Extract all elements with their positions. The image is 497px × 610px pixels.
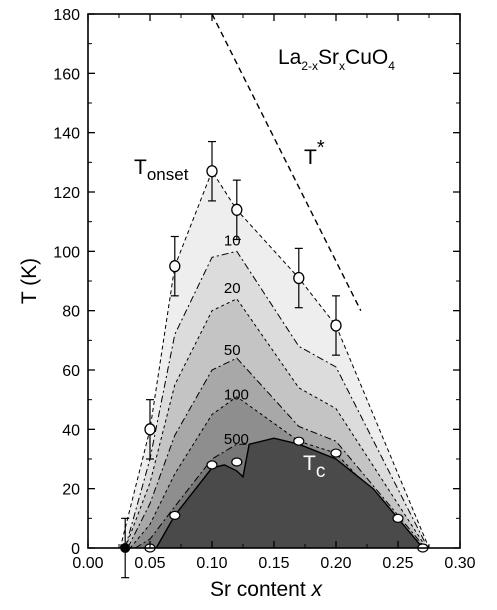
onset-point [169,260,181,273]
t-onset-sub: onset [147,165,189,184]
axes: 0.00 0.05 0.10 0.15 0.20 0.25 0.30 0 20 40 60 80 100… [53,7,475,572]
formula-cuo-sub: 4 [388,59,395,73]
t-c-base: T [303,452,316,475]
y-tick-label: 80 [62,304,80,321]
contour-label-10: 10 [224,232,241,249]
tc-point [392,513,404,523]
x-axis-label-var: x [311,578,324,601]
error-bars [121,140,340,579]
x-tick-label: 0.05 [134,555,165,572]
y-tick-label: 40 [62,422,80,439]
formula-la-sub: 2-x [301,59,318,73]
onset-point [144,423,156,436]
formula-sr-sub: x [339,59,345,73]
tc-point [231,457,243,467]
t-onset-base: T [134,156,147,179]
t-star-line [211,13,362,311]
tc-point [330,448,342,458]
formula-sr: Sr [318,46,339,69]
tc-point [293,436,305,446]
boundary-10 [124,250,429,549]
onset-point [206,165,218,178]
t-star-base: T [304,146,317,169]
contour-label-20: 20 [224,280,241,297]
x-axis-label: Sr content x [210,578,324,601]
y-tick-label: 160 [53,66,80,83]
t-star-label: T* [304,137,325,169]
t-c-sub: c [316,461,326,482]
y-tick-label: 60 [62,363,80,380]
chart-labels: Sr content xT (K)La2-xSrxCuO4TonsetT*Tc1… [18,46,395,601]
shaded-regions [119,170,430,549]
x-tick-label: 0.30 [444,555,475,572]
x-tick-label: 0.10 [196,555,227,572]
t-star-dashed-line [211,13,362,311]
y-tick-label: 100 [53,244,80,261]
onset-point [293,271,305,285]
t-star-sup: * [317,137,325,159]
boundary-100 [129,396,425,549]
boundary-T_onset [119,170,430,549]
x-tick-label: 0.15 [258,555,289,572]
tc-point [169,510,181,520]
x-axis-label-text: Sr content [210,578,312,601]
contour-label-100: 100 [224,387,249,404]
y-tick-label: 140 [53,126,80,143]
y-tick-label: 180 [53,7,80,24]
x-tick-label: 0.20 [320,555,351,572]
y-tick-label: 0 [71,541,80,558]
y-tick-label: 20 [62,482,80,499]
contour-label-500: 500 [224,431,249,448]
formula-label: La2-xSrxCuO4 [278,46,395,73]
tc-point [206,460,218,470]
formula-cuo: CuO [345,46,388,69]
onset-point [330,319,342,332]
onset-point [231,203,243,216]
y-axis-label: T (K) [18,258,41,304]
x-tick-label: 0.25 [382,555,413,572]
x-tick-label: 0.00 [72,555,103,572]
formula-la: La [278,46,302,69]
t-c-label: Tc [303,452,325,482]
contour-label-50: 50 [224,342,241,359]
boundary-50 [127,357,426,549]
t-onset-label: Tonset [134,156,189,184]
boundary-20 [124,298,427,549]
y-tick-label: 120 [53,185,80,202]
